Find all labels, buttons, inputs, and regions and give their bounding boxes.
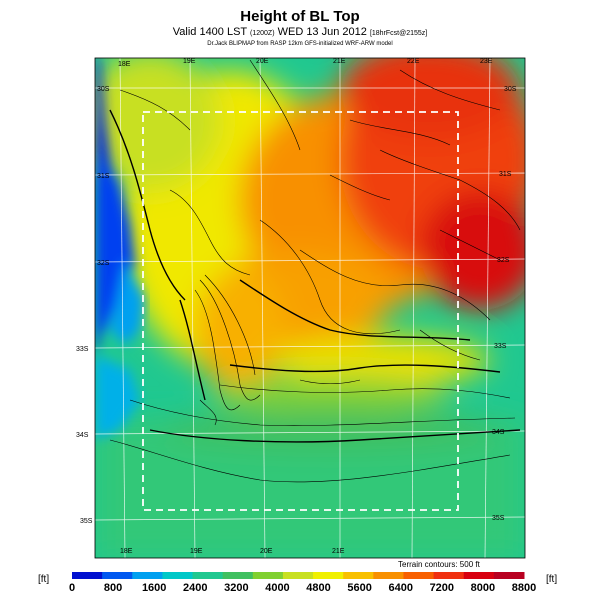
colorbar-tick-label: 6400	[388, 582, 412, 594]
colorbar-tick-label: 0	[69, 582, 75, 594]
colorbar-tick-label: 5600	[347, 582, 371, 594]
domain-boundary	[142, 111, 459, 511]
colorbar-swatch	[72, 572, 103, 579]
colorbar-tick-label: 800	[104, 582, 122, 594]
valid-time: Valid 1400 LST	[172, 26, 247, 38]
map-subtitle: Valid 1400 LST (1200Z) WED 13 Jun 2012 […	[0, 26, 600, 38]
colorbar-swatch	[433, 572, 465, 579]
valid-date: WED 13 Jun 2012	[277, 26, 367, 38]
colorbar-swatch	[192, 572, 224, 579]
left-lat-label: 31S	[97, 173, 110, 180]
top-lon-label: 22E	[407, 58, 420, 65]
colorbar-tick-label: 4000	[265, 582, 289, 594]
top-lon-label: 21E	[333, 58, 346, 65]
forecast-run: [18hrFcst@2155z]	[369, 30, 428, 37]
valid-time-utc: (1200Z)	[250, 30, 275, 37]
colorbar-tick-label: 4800	[306, 582, 330, 594]
color-field	[95, 58, 525, 558]
left-lat-label: 34S	[76, 432, 89, 439]
colorbar-tick-label: 7200	[430, 582, 454, 594]
top-lon-label: 23E	[480, 58, 493, 65]
colorbar-swatch	[102, 572, 133, 579]
colorbar-swatch	[252, 572, 284, 579]
colorbar-swatch	[403, 572, 435, 579]
model-credit: Dr.Jack BLIPMAP from RASP 12km GFS-initi…	[207, 41, 393, 47]
top-lon-label: 19E	[183, 58, 196, 65]
colorbar-swatch	[343, 572, 374, 579]
bottom-lon-label: 18E	[120, 548, 133, 555]
bottom-lon-label: 19E	[190, 548, 203, 555]
terrain-contours	[109, 59, 521, 483]
right-lat-label: 33S	[494, 343, 507, 350]
colorbar-swatch	[222, 572, 254, 579]
bottom-lon-label: 20E	[260, 548, 273, 555]
top-lon-label: 18E	[118, 61, 131, 68]
colorbar-swatch	[463, 572, 495, 579]
colorbar-swatch	[373, 572, 404, 579]
top-lon-label: 20E	[256, 58, 269, 65]
colorbar-tick-label: 8800	[512, 582, 536, 594]
colorbar	[72, 572, 525, 579]
colorbar-swatch	[282, 572, 314, 579]
left-lat-label: 33S	[76, 346, 89, 353]
left-lat-label: 32S	[97, 260, 110, 267]
graticule	[95, 58, 525, 558]
colorbar-swatch	[132, 572, 163, 579]
right-lat-label: 34S	[492, 429, 505, 436]
right-lat-label: 32S	[497, 257, 510, 264]
colorbar-swatch	[162, 572, 194, 579]
colorbar-unit-left: [ft]	[38, 574, 50, 585]
bottom-lon-label: 21E	[332, 548, 345, 555]
map-title: Height of BL Top	[240, 8, 360, 25]
colorbar-swatch	[313, 572, 344, 579]
right-lat-label: 30S	[504, 86, 517, 93]
left-lat-label: 35S	[80, 518, 93, 525]
right-lat-label: 31S	[499, 171, 512, 178]
map-frame	[94, 57, 526, 559]
right-lat-label: 35S	[492, 515, 505, 522]
colorbar-tick-label: 3200	[224, 582, 248, 594]
colorbar-tick-label: 8000	[471, 582, 495, 594]
colorbar-tick-labels: 0 800 1600 2400 3200 4000 4800 5600 6400 7200 8000…	[69, 582, 536, 594]
left-lat-label: 30S	[97, 86, 110, 93]
colorbar-tick-label: 2400	[183, 582, 207, 594]
colorbar-tick-label: 1600	[142, 582, 166, 594]
colorbar-unit-right: [ft]	[546, 574, 558, 585]
terrain-note: Terrain contours: 500 ft	[398, 560, 480, 569]
colorbar-swatch	[493, 572, 525, 579]
